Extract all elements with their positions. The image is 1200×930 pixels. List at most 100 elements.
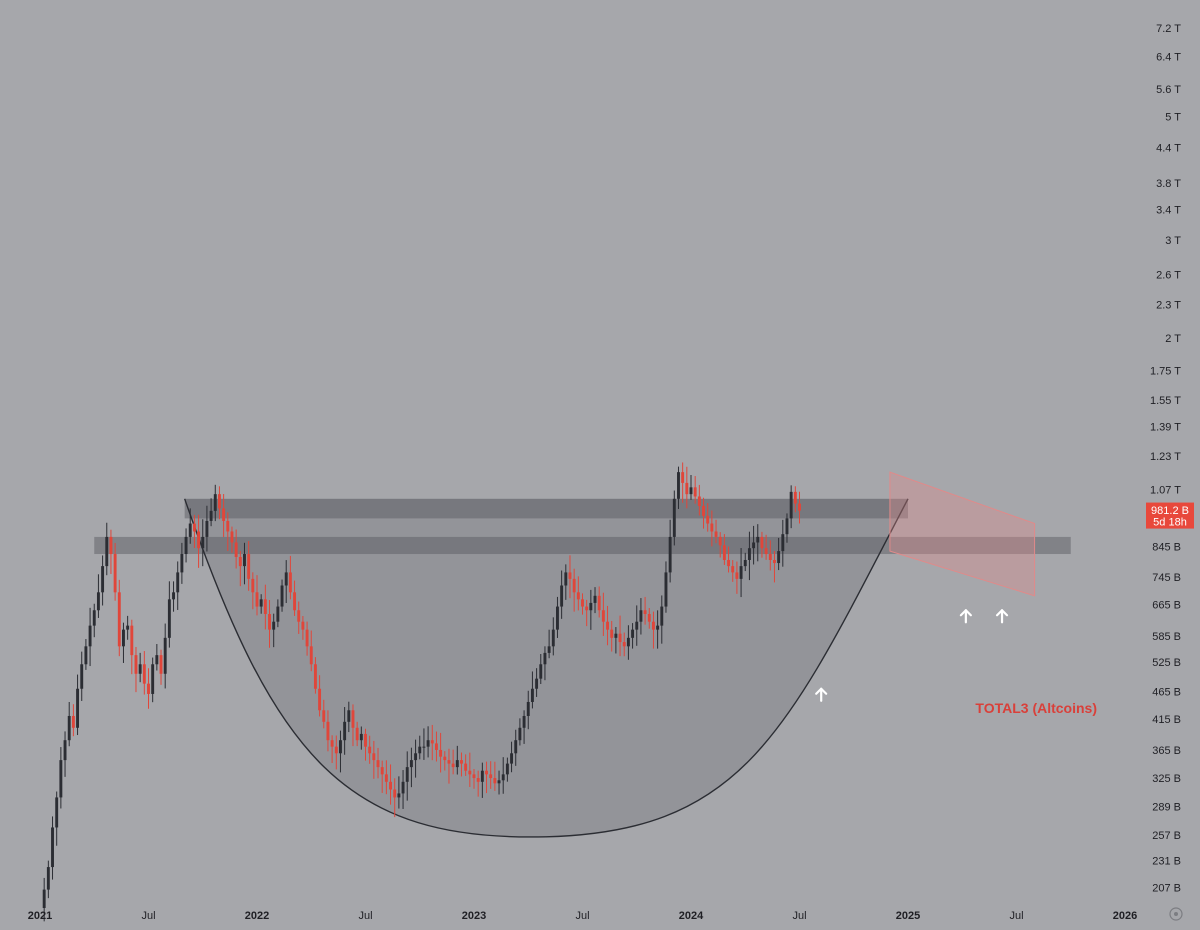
x-tick-label: 2022 xyxy=(245,910,269,922)
candles-layer xyxy=(42,462,801,922)
candle xyxy=(731,560,735,582)
candle-body xyxy=(343,721,347,741)
candle-body xyxy=(643,610,647,615)
candle-body xyxy=(793,491,797,504)
candle xyxy=(535,668,539,697)
y-tick-label: 1.07 T xyxy=(1150,485,1181,497)
candle xyxy=(243,542,246,585)
price-label-value: 981.2 B xyxy=(1151,505,1189,517)
candle-body xyxy=(485,770,488,775)
candle xyxy=(434,731,438,762)
candle-body xyxy=(272,621,276,630)
candle-body xyxy=(639,610,643,622)
candle xyxy=(581,593,584,615)
candle xyxy=(722,534,726,565)
candle xyxy=(155,644,159,671)
candle-body xyxy=(530,688,534,702)
candle-body xyxy=(601,610,605,622)
y-tick-label: 4.4 T xyxy=(1156,142,1181,154)
y-tick-label: 207 B xyxy=(1152,882,1181,894)
candle xyxy=(259,594,263,614)
y-tick-label: 1.75 T xyxy=(1150,366,1181,378)
candle xyxy=(743,552,747,572)
candle xyxy=(176,561,180,610)
candle-body xyxy=(409,760,413,768)
candle-body xyxy=(539,664,543,679)
settings-icon[interactable] xyxy=(1169,907,1183,921)
candle-body xyxy=(117,592,121,647)
candle-body xyxy=(677,472,680,499)
candle xyxy=(497,770,501,795)
candle-body xyxy=(305,629,309,647)
candle-body xyxy=(130,625,134,656)
candle-body xyxy=(651,621,655,630)
zones-layer xyxy=(94,498,1071,555)
y-tick-label: 289 B xyxy=(1152,801,1181,813)
candle xyxy=(80,651,84,701)
candle-body xyxy=(318,688,322,711)
y-tick-label: 465 B xyxy=(1152,686,1181,698)
candle xyxy=(359,726,363,750)
candle-body xyxy=(455,760,459,768)
candle-body xyxy=(326,721,330,741)
candle xyxy=(614,627,618,654)
candle-body xyxy=(134,655,138,674)
cup-curve xyxy=(184,498,909,838)
candle-body xyxy=(51,827,54,868)
candle-body xyxy=(697,496,701,506)
candle xyxy=(793,486,797,513)
candle xyxy=(710,510,714,547)
candle xyxy=(276,599,280,628)
candle-body xyxy=(710,523,714,532)
candle-body xyxy=(505,763,509,775)
candle-body xyxy=(276,606,280,622)
candle xyxy=(610,620,614,652)
candle xyxy=(384,760,388,795)
candle-body xyxy=(297,610,301,622)
candle-body xyxy=(781,534,785,552)
candle-body xyxy=(209,510,213,521)
candle-body xyxy=(631,629,635,638)
candle-body xyxy=(113,554,117,593)
candle xyxy=(443,751,447,771)
candle-body xyxy=(447,760,451,764)
candle-body xyxy=(201,536,205,549)
y-tick-label: 5.6 T xyxy=(1156,84,1181,96)
candle-body xyxy=(393,789,397,798)
candle xyxy=(451,749,455,775)
candle-body xyxy=(96,592,100,611)
candle-body xyxy=(238,556,242,567)
candle xyxy=(330,735,334,764)
candle xyxy=(798,491,801,524)
candle xyxy=(46,860,50,899)
candle-body xyxy=(706,515,710,524)
y-tick-label: 745 B xyxy=(1152,572,1181,584)
candle-body xyxy=(147,683,150,694)
candle xyxy=(142,651,146,695)
candle xyxy=(105,522,109,576)
y-tick-label: 6.4 T xyxy=(1156,52,1181,64)
candle-body xyxy=(322,710,326,722)
candle xyxy=(685,466,689,509)
candle-body xyxy=(247,554,251,579)
candle-body xyxy=(434,743,438,750)
candle xyxy=(393,778,397,818)
candle-body xyxy=(364,733,367,747)
candle xyxy=(439,732,443,773)
candle-body xyxy=(789,491,793,519)
candle-body xyxy=(593,595,597,603)
candle-body xyxy=(188,523,192,537)
y-tick-label: 525 B xyxy=(1152,657,1181,669)
candle xyxy=(539,653,543,685)
candle-body xyxy=(405,767,409,782)
candle xyxy=(626,625,630,660)
support-band xyxy=(94,536,1071,555)
candle xyxy=(209,498,213,527)
candle-body xyxy=(756,536,760,543)
candle xyxy=(96,574,100,618)
candle xyxy=(326,710,330,752)
candle xyxy=(55,791,59,846)
candle xyxy=(747,531,751,581)
x-tick-label: 2026 xyxy=(1113,910,1137,922)
candle-body xyxy=(151,664,155,694)
